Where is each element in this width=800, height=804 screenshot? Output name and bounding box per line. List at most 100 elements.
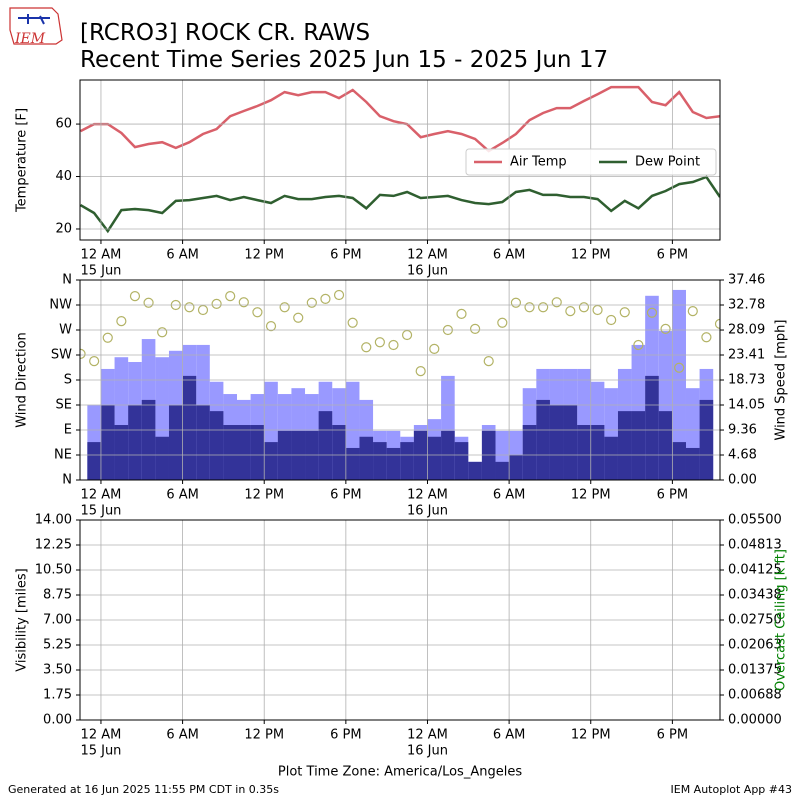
y-tick-label: NW: [49, 298, 72, 313]
bar: [332, 425, 346, 480]
bar: [549, 405, 564, 480]
footer-left: Generated at 16 Jun 2025 11:55 PM CDT in…: [8, 783, 279, 796]
x-tick-label: 6 AM: [493, 728, 526, 743]
x-tick-label: 6 AM: [166, 488, 199, 503]
bar: [250, 425, 265, 480]
point: [524, 302, 535, 313]
x-tick-label: 6 PM: [657, 488, 688, 503]
y2-axis-label: Overcast Ceiling [k ft]: [774, 549, 789, 691]
x-tick-label: 12 PM: [571, 488, 611, 503]
point: [197, 304, 209, 316]
bar: [604, 436, 618, 480]
y2-tick-label: 0.01375: [728, 663, 782, 678]
bar: [168, 405, 183, 480]
x-tick-label: 12 AM: [81, 728, 122, 743]
bar: [685, 447, 700, 480]
point: [184, 302, 195, 313]
bar: [386, 447, 401, 480]
point: [320, 293, 331, 304]
point: [606, 314, 617, 326]
y-axis-label: Temperature [F]: [15, 108, 30, 213]
chart-subtitle: Recent Time Series 2025 Jun 15 - 2025 Ju…: [80, 47, 608, 73]
point: [80, 348, 86, 359]
y2-tick-label: 0.02750: [728, 613, 782, 628]
point: [252, 307, 263, 318]
plot-frame: [79, 519, 721, 721]
x-tick-label: 6 AM: [166, 248, 199, 263]
y-tick-label: 7.00: [43, 613, 72, 628]
point: [265, 321, 277, 332]
bar: [114, 425, 129, 480]
point: [293, 312, 304, 323]
y-tick-label: SE: [56, 398, 72, 413]
bar: [645, 375, 659, 480]
y2-tick-label: 28.09: [728, 323, 765, 338]
point: [429, 343, 440, 354]
x-tick-label: 12 AM: [81, 488, 122, 503]
y-tick-label: 1.75: [43, 688, 72, 703]
plot-area: [80, 289, 720, 480]
plot-area: [80, 85, 720, 234]
point: [497, 317, 508, 328]
point: [456, 308, 467, 319]
point: [646, 307, 658, 318]
y-tick-label: W: [59, 323, 72, 338]
point: [701, 332, 712, 343]
point: [374, 337, 385, 348]
y2-tick-label: 32.78: [728, 297, 765, 312]
point: [510, 297, 522, 308]
bar: [495, 461, 510, 480]
bar: [522, 425, 537, 480]
x-tick-label: 6 AM: [493, 488, 526, 503]
x-date-label: 15 Jun: [80, 264, 121, 279]
bar: [413, 430, 428, 480]
y2-tick-label: 0.02063: [728, 638, 782, 653]
y2-tick-label: 0.03438: [728, 588, 782, 603]
y-tick-label: 20: [55, 221, 72, 236]
x-tick-label: 6 PM: [330, 488, 361, 503]
y-tick-label: S: [64, 373, 72, 388]
bar: [87, 442, 101, 480]
bar: [590, 425, 605, 480]
y2-tick-label: 37.46: [728, 273, 765, 288]
y-tick-label: N: [62, 273, 72, 288]
x-tick-label: 6 AM: [493, 248, 526, 263]
x-date-label: 16 Jun: [407, 504, 448, 519]
logo-text: IEM: [14, 31, 46, 47]
bar: [441, 430, 455, 480]
x-tick-label: 12 PM: [571, 728, 611, 743]
y2-tick-label: 0.04125: [728, 563, 782, 578]
point: [279, 302, 290, 313]
y-tick-label: SW: [51, 348, 72, 363]
bar: [536, 399, 550, 480]
point: [687, 306, 698, 317]
y2-tick-label: 0.05500: [728, 513, 782, 528]
plot-frame: [79, 79, 721, 241]
legend-label: Air Temp: [510, 155, 567, 170]
x-tick-label: 6 PM: [330, 248, 361, 263]
y2-tick-label: 4.68: [728, 448, 757, 463]
bar: [672, 289, 686, 480]
y2-tick-label: 23.41: [728, 348, 765, 363]
footer-right: IEM Autoplot App #43: [671, 783, 793, 796]
point: [225, 291, 236, 302]
y2-tick-label: 0.04813: [728, 538, 782, 553]
x-tick-label: 12 AM: [407, 728, 448, 743]
bar: [237, 425, 251, 480]
bar: [509, 454, 523, 480]
y2-axis-label: Wind Speed [mph]: [774, 320, 789, 441]
bar: [182, 375, 197, 480]
x-tick-label: 6 AM: [166, 728, 199, 743]
x-tick-label: 6 PM: [657, 248, 688, 263]
bar: [658, 411, 673, 480]
bar: [209, 411, 224, 480]
point: [102, 332, 113, 343]
y2-tick-label: 9.36: [728, 423, 757, 438]
bar: [373, 442, 387, 480]
y-axis-label: Visibility [miles]: [15, 568, 30, 671]
bar: [291, 430, 306, 480]
logo-outline: [9, 7, 63, 45]
point: [129, 291, 141, 302]
line: [80, 85, 720, 153]
